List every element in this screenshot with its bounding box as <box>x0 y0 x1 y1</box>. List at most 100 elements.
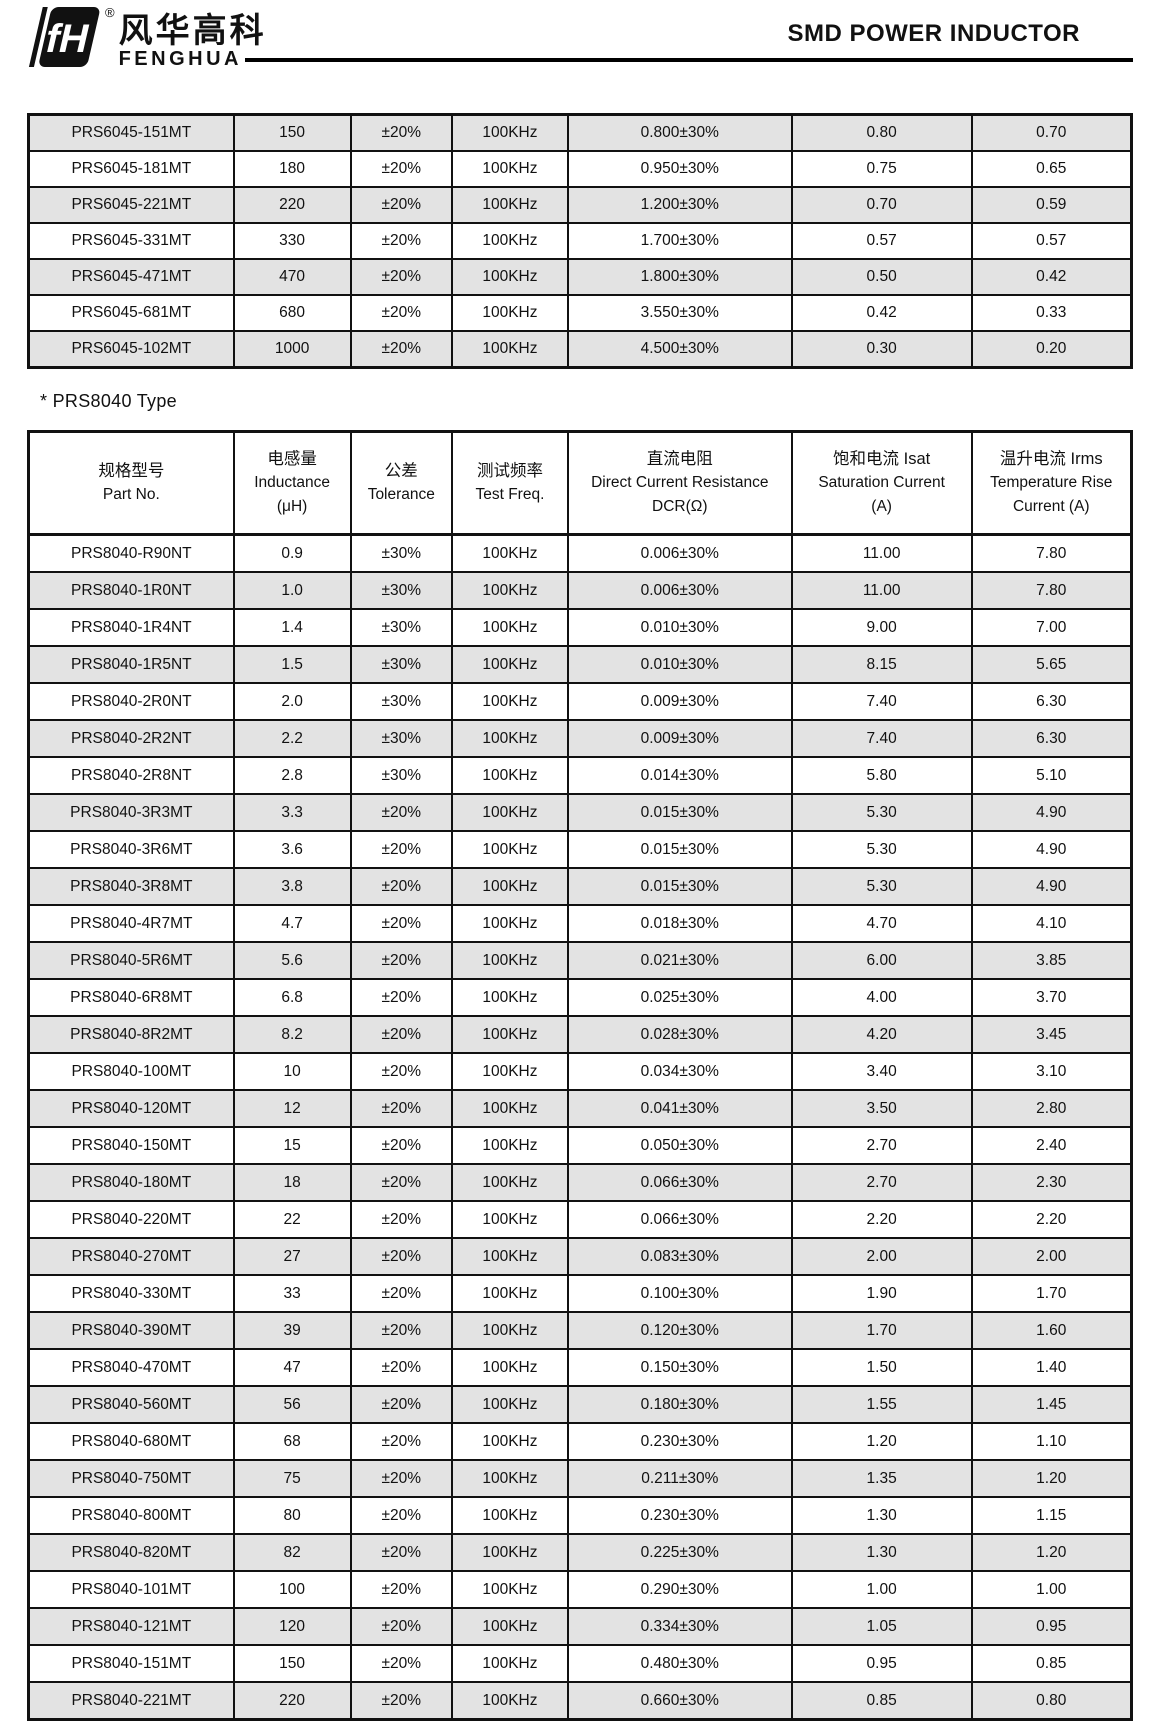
table-cell: ±20% <box>349 793 454 832</box>
table-cell: 0.50 <box>790 258 973 296</box>
table-cell: 470 <box>232 258 352 296</box>
table-cell: ±20% <box>349 294 454 332</box>
table-cell: 100KHz <box>451 571 569 610</box>
table-cell: 0.120±30% <box>566 1311 793 1350</box>
brand-name-english: FENGHUA <box>118 48 242 70</box>
table-cell: 0.018±30% <box>566 904 793 943</box>
column-header-line: Test Freq. <box>475 486 545 503</box>
table-cell: 180 <box>232 150 352 188</box>
column-header-line: Inductance <box>254 474 331 491</box>
column-header: 温升电流 Irms Temperature Rise Current (A) <box>970 430 1133 536</box>
column-header: 公差 Tolerance <box>349 430 454 536</box>
table-cell: 100 <box>232 1570 352 1609</box>
table-cell: 100KHz <box>451 186 569 224</box>
prs8040-section-heading: * PRS8040 Type <box>40 391 177 411</box>
table-row: PRS6045-151MT 150 ±20% 100KHz 0.800±30% 0.80 0… <box>27 113 1133 152</box>
column-header: 电感量 Inductance (μH) <box>232 430 352 536</box>
part-number-cell: PRS8040-121MT <box>27 1607 235 1646</box>
column-header-line: Saturation Current <box>818 474 945 491</box>
table-cell: 0.65 <box>970 150 1133 188</box>
column-header: 规格型号 Part No. <box>27 430 235 536</box>
table-cell: 0.100±30% <box>566 1274 793 1313</box>
column-header-line: 规格型号 <box>98 462 165 480</box>
table-cell: 75 <box>232 1459 352 1498</box>
table-cell: 100KHz <box>451 1570 569 1609</box>
table-cell: ±20% <box>349 1089 454 1128</box>
table-cell: 100KHz <box>451 867 569 906</box>
table-cell: 100KHz <box>451 533 569 573</box>
table-cell: ±20% <box>349 1459 454 1498</box>
table-cell: 1.20 <box>970 1459 1133 1498</box>
table-row: PRS6045-471MT 470 ±20% 100KHz 1.800±30% 0.50 0… <box>27 258 1133 296</box>
part-number-cell: PRS8040-750MT <box>27 1459 235 1498</box>
table-cell: 1.70 <box>790 1311 973 1350</box>
header-row: 规格型号 Part No. 电感量 Inductance (μH) 公差 Tolerance… <box>27 430 1133 536</box>
table-row: PRS8040-8R2MT 8.2 ±20% 100KHz 0.028±30% 4.20 3… <box>27 1015 1133 1054</box>
part-number-cell: PRS8040-680MT <box>27 1422 235 1461</box>
table-cell: 1000 <box>232 330 352 369</box>
table-cell: 100KHz <box>451 1163 569 1202</box>
table-cell: 0.015±30% <box>566 830 793 869</box>
table-cell: ±20% <box>349 186 454 224</box>
table-cell: 0.80 <box>970 1681 1133 1721</box>
table-row: PRS8040-101MT 100 ±20% 100KHz 0.290±30% 1.00 1… <box>27 1570 1133 1609</box>
part-number-cell: PRS8040-3R3MT <box>27 793 235 832</box>
table-cell: 150 <box>232 113 352 152</box>
table-cell: 1.0 <box>232 571 352 610</box>
table-cell: 22 <box>232 1200 352 1239</box>
table-row: PRS8040-270MT 27 ±20% 100KHz 0.083±30% 2.00 2.… <box>27 1237 1133 1276</box>
column-header-line: Current (A) <box>1012 498 1090 515</box>
table-cell: 0.33 <box>970 294 1133 332</box>
table-cell: 27 <box>232 1237 352 1276</box>
table-cell: 0.57 <box>970 222 1133 260</box>
table-cell: 0.30 <box>790 330 973 369</box>
table-cell: 4.7 <box>232 904 352 943</box>
part-number-cell: PRS8040-1R0NT <box>27 571 235 610</box>
column-header-line: 温升电流 Irms <box>999 450 1103 468</box>
table-cell: 0.230±30% <box>566 1496 793 1535</box>
table-cell: 0.95 <box>970 1607 1133 1646</box>
table-row: PRS8040-3R3MT 3.3 ±20% 100KHz 0.015±30% 5.30 4… <box>27 793 1133 832</box>
table-cell: 0.028±30% <box>566 1015 793 1054</box>
column-header-line: Part No. <box>102 486 160 503</box>
table-cell: 3.8 <box>232 867 352 906</box>
table-cell: 9.00 <box>790 608 973 647</box>
table-cell: 68 <box>232 1422 352 1461</box>
table-cell: 100KHz <box>451 1422 569 1461</box>
table-cell: 100KHz <box>451 258 569 296</box>
table-cell: 15 <box>232 1126 352 1165</box>
column-header-line: Direct Current Resistance <box>591 474 769 491</box>
table-cell: 4.90 <box>970 867 1133 906</box>
column-header-line: 饱和电流 Isat <box>833 450 931 468</box>
table-cell: 100KHz <box>451 978 569 1017</box>
table-cell: 5.80 <box>790 756 973 795</box>
table-cell: 2.70 <box>790 1163 973 1202</box>
part-number-cell: PRS8040-3R6MT <box>27 830 235 869</box>
part-number-cell: PRS8040-6R8MT <box>27 978 235 1017</box>
part-number-cell: PRS8040-1R5NT <box>27 645 235 684</box>
table-cell: 0.015±30% <box>566 867 793 906</box>
part-number-cell: PRS8040-2R0NT <box>27 682 235 721</box>
header-divider <box>245 58 1133 62</box>
table-row: PRS8040-220MT 22 ±20% 100KHz 0.066±30% 2.20 2.… <box>27 1200 1133 1239</box>
part-number-cell: PRS8040-820MT <box>27 1533 235 1572</box>
table-cell: 2.70 <box>790 1126 973 1165</box>
table-cell: 100KHz <box>451 330 569 369</box>
column-header-line: Temperature Rise <box>990 474 1113 491</box>
fenghua-logo: fH ® 风华高科 FENGHUA <box>25 6 267 70</box>
table-cell: 1.30 <box>790 1533 973 1572</box>
table-cell: 0.85 <box>970 1644 1133 1683</box>
table-cell: 0.42 <box>790 294 973 332</box>
table-cell: 100KHz <box>451 645 569 684</box>
part-number-cell: PRS8040-390MT <box>27 1311 235 1350</box>
part-number-cell: PRS8040-800MT <box>27 1496 235 1535</box>
table-cell: 11.00 <box>790 571 973 610</box>
part-number-cell: PRS8040-470MT <box>27 1348 235 1387</box>
prs8040-spec-table: 规格型号 Part No. 电感量 Inductance (μH) 公差 Tolerance… <box>27 430 1133 1721</box>
table-cell: 0.230±30% <box>566 1422 793 1461</box>
column-header: 测试频率 Test Freq. <box>451 430 569 536</box>
table-cell: 0.021±30% <box>566 941 793 980</box>
table-cell: ±20% <box>349 1385 454 1424</box>
table-cell: 1.60 <box>970 1311 1133 1350</box>
part-number-cell: PRS8040-2R2NT <box>27 719 235 758</box>
